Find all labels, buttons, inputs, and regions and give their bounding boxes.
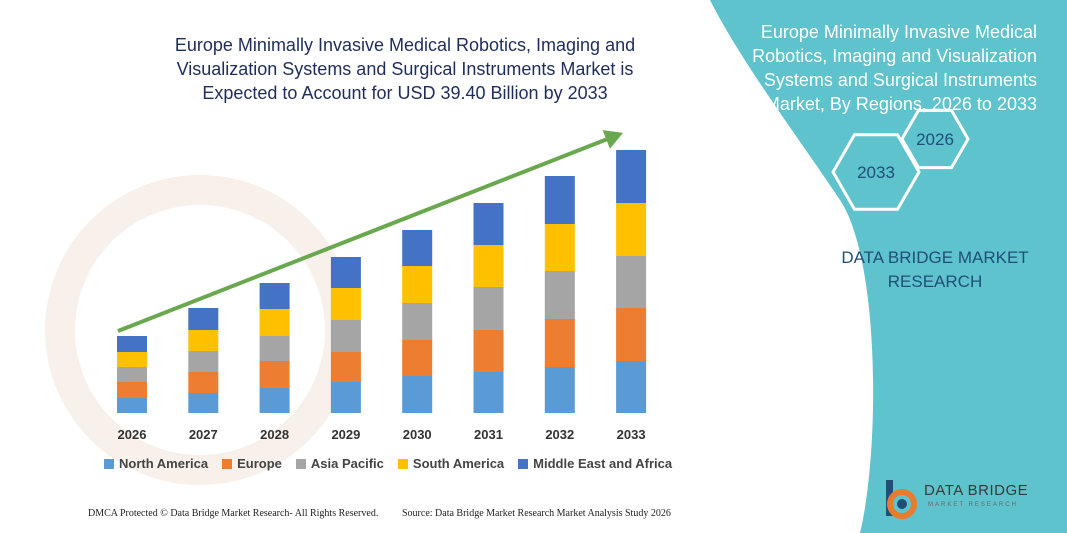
- x-tick-2026: 2026: [118, 427, 147, 442]
- bar-2028-europe: [259, 361, 290, 388]
- bar-2031-asia-pacific: [473, 287, 504, 330]
- logo-tagline: MARKET RESEARCH: [928, 502, 1018, 508]
- x-tick-labels: 2026 2027 2028 2029 2030 2031 2032 2033: [118, 427, 646, 442]
- x-tick-2033: 2033: [617, 427, 646, 442]
- bar-2029-asia-pacific: [330, 320, 361, 352]
- trend-arrow: [117, 130, 624, 333]
- bar-2027-asia-pacific: [188, 351, 219, 372]
- legend-swatch: [518, 458, 529, 469]
- x-tick-2027: 2027: [189, 427, 218, 442]
- bar-2031-south-america: [473, 245, 504, 287]
- logo-mark: [886, 480, 917, 519]
- side-panel-title: Europe Minimally Invasive Medical Roboti…: [752, 22, 1037, 114]
- bar-2030-europe: [402, 340, 433, 376]
- bar-2030-north-america: [402, 376, 433, 413]
- bar-2033-north-america: [616, 361, 647, 413]
- hexagon-start-label: 2026: [916, 130, 954, 149]
- bar-2028-south-america: [259, 309, 290, 336]
- legend-swatch: [222, 458, 233, 469]
- trend-arrow-line: [117, 136, 611, 333]
- chart-legend: North America Europe Asia Pacific South Ame…: [104, 456, 672, 471]
- bar-2027-north-america: [188, 393, 219, 413]
- bar-2032-europe: [544, 319, 575, 367]
- chart-title: Europe Minimally Invasive Medical Roboti…: [174, 35, 636, 103]
- footer-copyright: DMCA Protected © Data Bridge Market Rese…: [88, 508, 379, 519]
- bar-2033-south-america: [616, 203, 647, 256]
- footer-source: Source: Data Bridge Market Research Mark…: [402, 508, 671, 519]
- legend-label: Asia Pacific: [310, 456, 384, 471]
- x-tick-2028: 2028: [260, 427, 289, 442]
- legend-label: South America: [412, 456, 505, 471]
- legend-label: North America: [119, 456, 209, 471]
- legend-item-europe: Europe: [222, 456, 282, 471]
- hexagon-start-shape: [900, 108, 970, 170]
- logo-name: DATA BRIDGE: [924, 482, 1029, 499]
- bar-2029-middle-east-and-africa: [330, 257, 361, 288]
- bar-2027-south-america: [188, 330, 219, 351]
- x-tick-2030: 2030: [403, 427, 432, 442]
- x-tick-2032: 2032: [545, 427, 574, 442]
- legend-swatch: [104, 458, 114, 469]
- bar-2032-asia-pacific: [544, 271, 575, 319]
- bar-2028-north-america: [259, 388, 290, 413]
- bar-2029-europe: [330, 352, 361, 382]
- bar-2028-asia-pacific: [259, 336, 290, 361]
- legend-label: Europe: [237, 456, 282, 471]
- bar-2032-north-america: [544, 367, 575, 413]
- x-tick-2031: 2031: [474, 427, 503, 442]
- side-panel-background: [710, 0, 1067, 533]
- bar-2029-north-america: [330, 382, 361, 413]
- bar-2033-europe: [616, 308, 647, 361]
- bar-2027-middle-east-and-africa: [188, 308, 219, 330]
- bar-2026-middle-east-and-africa: [117, 336, 147, 352]
- bar-2026-south-america: [117, 352, 147, 367]
- bar-2026-north-america: [117, 398, 147, 413]
- legend-swatch: [295, 458, 306, 469]
- side-panel-brand: DATA BRIDGE MARKET RESEARCH: [841, 248, 1029, 291]
- hexagon-group: 2026 2033: [831, 108, 970, 211]
- bar-2030-south-america: [402, 266, 433, 303]
- legend-item-north-america: North America: [104, 456, 208, 471]
- legend-item-asia-pacific: Asia Pacific: [295, 456, 384, 471]
- bar-2031-north-america: [473, 372, 504, 413]
- bar-2033-asia-pacific: [616, 256, 647, 308]
- bar-2031-middle-east-and-africa: [473, 203, 504, 245]
- bars-group: [117, 150, 647, 413]
- bar-2033-middle-east-and-africa: [616, 150, 647, 203]
- legend-swatch: [397, 458, 408, 469]
- bar-2026-asia-pacific: [117, 367, 147, 382]
- bar-2028-middle-east-and-africa: [259, 283, 290, 309]
- bar-2027-europe: [188, 372, 219, 393]
- trend-arrow-head: [602, 130, 624, 149]
- bar-2030-middle-east-and-africa: [402, 230, 433, 266]
- bar-2031-europe: [473, 330, 504, 372]
- hexagon-end-label: 2033: [857, 163, 895, 182]
- bar-2026-europe: [117, 382, 147, 398]
- hexagon-end-shape: [831, 133, 921, 211]
- x-tick-2029: 2029: [331, 427, 360, 442]
- bar-2032-south-america: [544, 224, 575, 271]
- legend-item-south-america: South America: [397, 456, 505, 471]
- legend-item-middle-east-and-africa: Middle East and Africa: [518, 456, 672, 471]
- legend-label: Middle East and Africa: [533, 456, 673, 471]
- bar-2032-middle-east-and-africa: [544, 176, 575, 224]
- bar-2029-south-america: [330, 288, 361, 320]
- bar-2030-asia-pacific: [402, 303, 433, 340]
